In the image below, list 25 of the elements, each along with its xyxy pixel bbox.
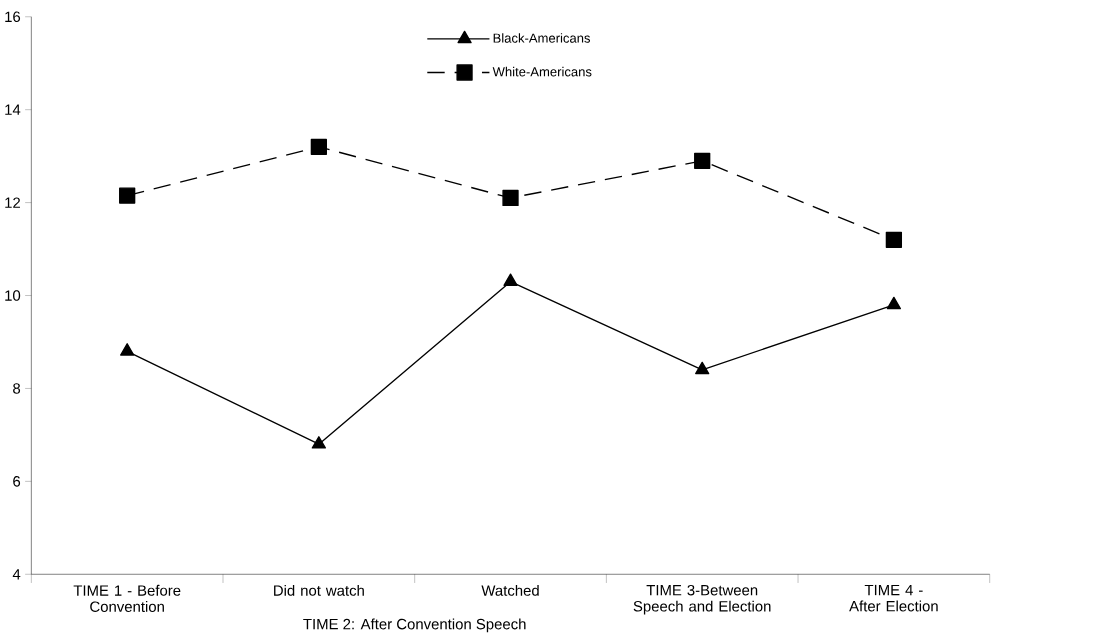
point <box>120 342 135 356</box>
y-tick-label: 16 <box>5 11 21 22</box>
y-tick-label: 6 <box>13 475 21 487</box>
point <box>694 152 711 169</box>
legend-label: White-Americans <box>492 66 592 77</box>
y-tick-label: 8 <box>13 382 21 394</box>
point <box>119 187 136 204</box>
point <box>311 435 326 449</box>
y-tick-label: 12 <box>5 197 20 208</box>
y-tick-label: 10 <box>5 290 21 301</box>
y-tick-label: 4 <box>12 568 21 580</box>
x-tick-label: Watched <box>481 584 539 596</box>
point <box>885 231 903 248</box>
point <box>310 138 327 155</box>
point <box>503 273 518 286</box>
point <box>695 361 710 375</box>
text: TIME 2: After Convention Speech <box>303 618 526 633</box>
x-tick-label: TIME 3-Between Speech and Election <box>633 584 771 615</box>
point <box>502 189 519 206</box>
y-tick-label: 14 <box>5 104 21 115</box>
point <box>886 296 902 309</box>
x-tick-label: Did not watch <box>274 584 364 596</box>
x-tick-label: TIME 1 - Before Convention <box>73 584 181 612</box>
x-tick-label: TIME 4 - After Election <box>849 584 938 612</box>
legend-label: Black-Americans <box>493 32 591 43</box>
